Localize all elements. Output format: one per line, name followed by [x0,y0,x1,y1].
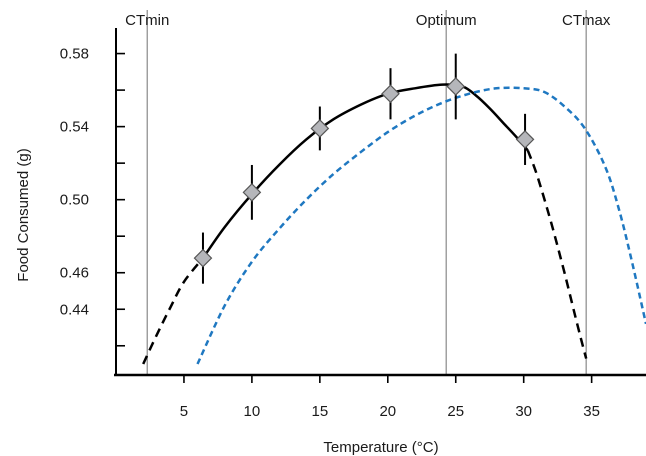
x-tick-label-2: 15 [312,403,329,420]
ticks: 0.44 0.46 0.50 0.54 0.58 5 10 15 20 25 30 35 [60,46,600,420]
data-point-3 [381,84,400,104]
x-tick-label-6: 35 [583,403,600,420]
data-point-5 [515,130,535,149]
black-solid-curve-0 [201,83,529,259]
axes [114,28,646,377]
black-dashed-curve-1 [142,257,204,365]
reference-lines: CTmin Optimum CTmax [125,10,611,375]
y-axis-title: Food Consumed (g) [15,148,32,281]
x-tick-label-1: 10 [244,403,261,420]
x-tick-label-0: 5 [180,403,188,420]
data-points [193,53,535,284]
reference-label-ctmin: CTmin [125,12,169,29]
x-tick-label-5: 30 [515,403,532,420]
black-dashed-curve-2 [526,149,588,359]
y-tick-label-4: 0.58 [60,46,89,63]
x-axis-title: Temperature (°C) [323,439,438,456]
y-tick-label-0: 0.44 [60,301,89,318]
reference-label-optimum: Optimum [416,12,477,29]
y-tick-label-1: 0.46 [60,265,89,282]
data-point-1 [242,183,262,202]
x-tick-label-4: 25 [447,403,464,420]
data-point-2 [310,119,330,138]
reference-label-ctmax: CTmax [562,12,611,29]
y-tick-label-2: 0.50 [60,192,89,209]
curves [142,83,646,365]
data-point-0 [193,248,213,268]
data-point-4 [446,77,466,96]
x-tick-label-3: 20 [379,403,396,420]
blue-dashed-curve-3 [196,86,646,365]
y-tick-label-3: 0.54 [60,119,89,136]
